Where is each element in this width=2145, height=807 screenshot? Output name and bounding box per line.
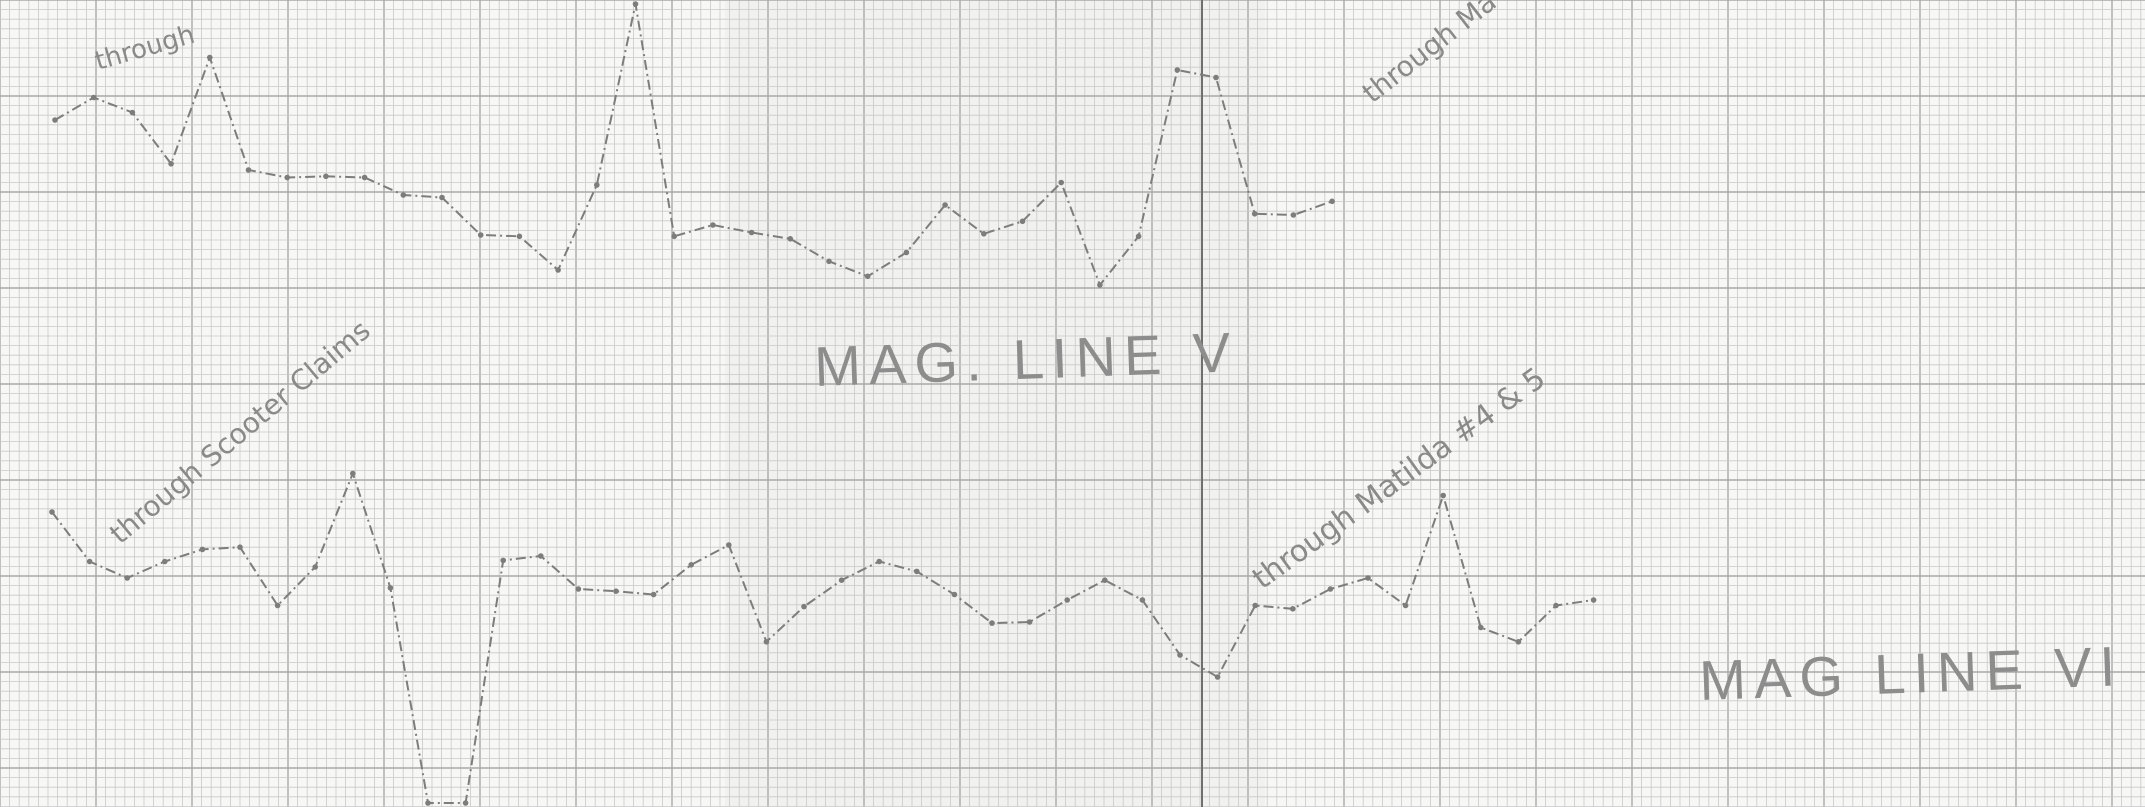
- data-point: [1097, 282, 1103, 288]
- data-point: [594, 182, 600, 188]
- data-point: [989, 620, 995, 626]
- data-point: [387, 585, 394, 591]
- data-point: [1251, 211, 1258, 217]
- data-point: [284, 174, 291, 181]
- data-point: [801, 603, 807, 610]
- series-line-mag-line-v: [54, 3, 1333, 288]
- data-point: [400, 192, 407, 198]
- data-point: [1252, 602, 1258, 609]
- data-point: [632, 1, 639, 7]
- data-point: [245, 167, 252, 173]
- data-point: [1019, 218, 1026, 225]
- data-point: [671, 233, 677, 240]
- data-point: [500, 557, 507, 564]
- data-point: [52, 117, 58, 123]
- data-point: [439, 194, 445, 201]
- data-point: [1327, 586, 1334, 592]
- data-point: [1213, 74, 1219, 81]
- data-point: [1064, 597, 1070, 603]
- data-point: [555, 267, 561, 273]
- data-point: [575, 586, 582, 592]
- data-point: [538, 553, 544, 559]
- data-point: [516, 233, 523, 240]
- profile-mag-line-v: [52, 1, 1335, 288]
- data-point: [1135, 233, 1142, 240]
- series-line-mag-line-vi: [51, 470, 1594, 804]
- data-point: [613, 588, 619, 594]
- data-point: [981, 231, 987, 237]
- data-point: [199, 546, 206, 553]
- data-point: [207, 54, 213, 61]
- data-point: [903, 249, 910, 256]
- data-point: [312, 564, 319, 570]
- data-point: [688, 562, 694, 568]
- data-point: [1590, 597, 1597, 603]
- data-point: [787, 236, 794, 242]
- data-point: [1177, 652, 1183, 658]
- data-point: [710, 222, 716, 228]
- data-point: [1478, 624, 1484, 631]
- data-point: [650, 591, 657, 598]
- data-point: [168, 161, 174, 167]
- data-point: [425, 800, 431, 806]
- data-point: [914, 568, 920, 575]
- data-point: [1440, 492, 1446, 499]
- data-point: [1139, 597, 1146, 603]
- data-point: [1214, 674, 1221, 680]
- data-point: [763, 639, 770, 645]
- data-point: [951, 591, 958, 598]
- series-points-mag-line-vi: [49, 470, 1597, 806]
- data-point: [49, 509, 55, 515]
- data-point: [237, 544, 243, 550]
- data-point: [361, 174, 368, 181]
- data-point: [86, 558, 93, 565]
- data-point: [1102, 577, 1108, 583]
- chart-title-mag-line-vi: MAG LINE VI: [1698, 634, 2124, 712]
- data-point: [826, 258, 832, 265]
- series-points-mag-line-v: [52, 1, 1335, 288]
- data-point: [350, 470, 356, 477]
- data-point: [323, 173, 329, 180]
- data-point: [462, 800, 469, 806]
- chart-title-mag-line-v: MAG. LINE V: [813, 320, 1239, 398]
- data-point: [1026, 619, 1033, 625]
- data-point: [942, 202, 948, 208]
- data-point: [748, 229, 755, 236]
- data-point: [129, 109, 136, 116]
- data-point: [1365, 575, 1371, 581]
- data-point: [1290, 606, 1296, 612]
- data-point: [1402, 602, 1409, 609]
- data-point: [477, 232, 484, 238]
- data-point: [1058, 179, 1064, 186]
- data-point: [1553, 602, 1559, 609]
- data-point: [124, 575, 130, 581]
- data-point: [1174, 67, 1181, 73]
- data-point: [90, 94, 97, 101]
- data-point: [162, 558, 168, 565]
- data-point: [864, 273, 871, 280]
- data-point: [1290, 212, 1297, 218]
- data-point: [1515, 639, 1522, 645]
- data-point: [876, 558, 882, 565]
- data-point: [838, 577, 845, 583]
- profile-mag-line-vi: [49, 470, 1597, 806]
- data-point: [274, 602, 281, 609]
- data-point: [1329, 198, 1335, 205]
- data-point: [726, 542, 732, 548]
